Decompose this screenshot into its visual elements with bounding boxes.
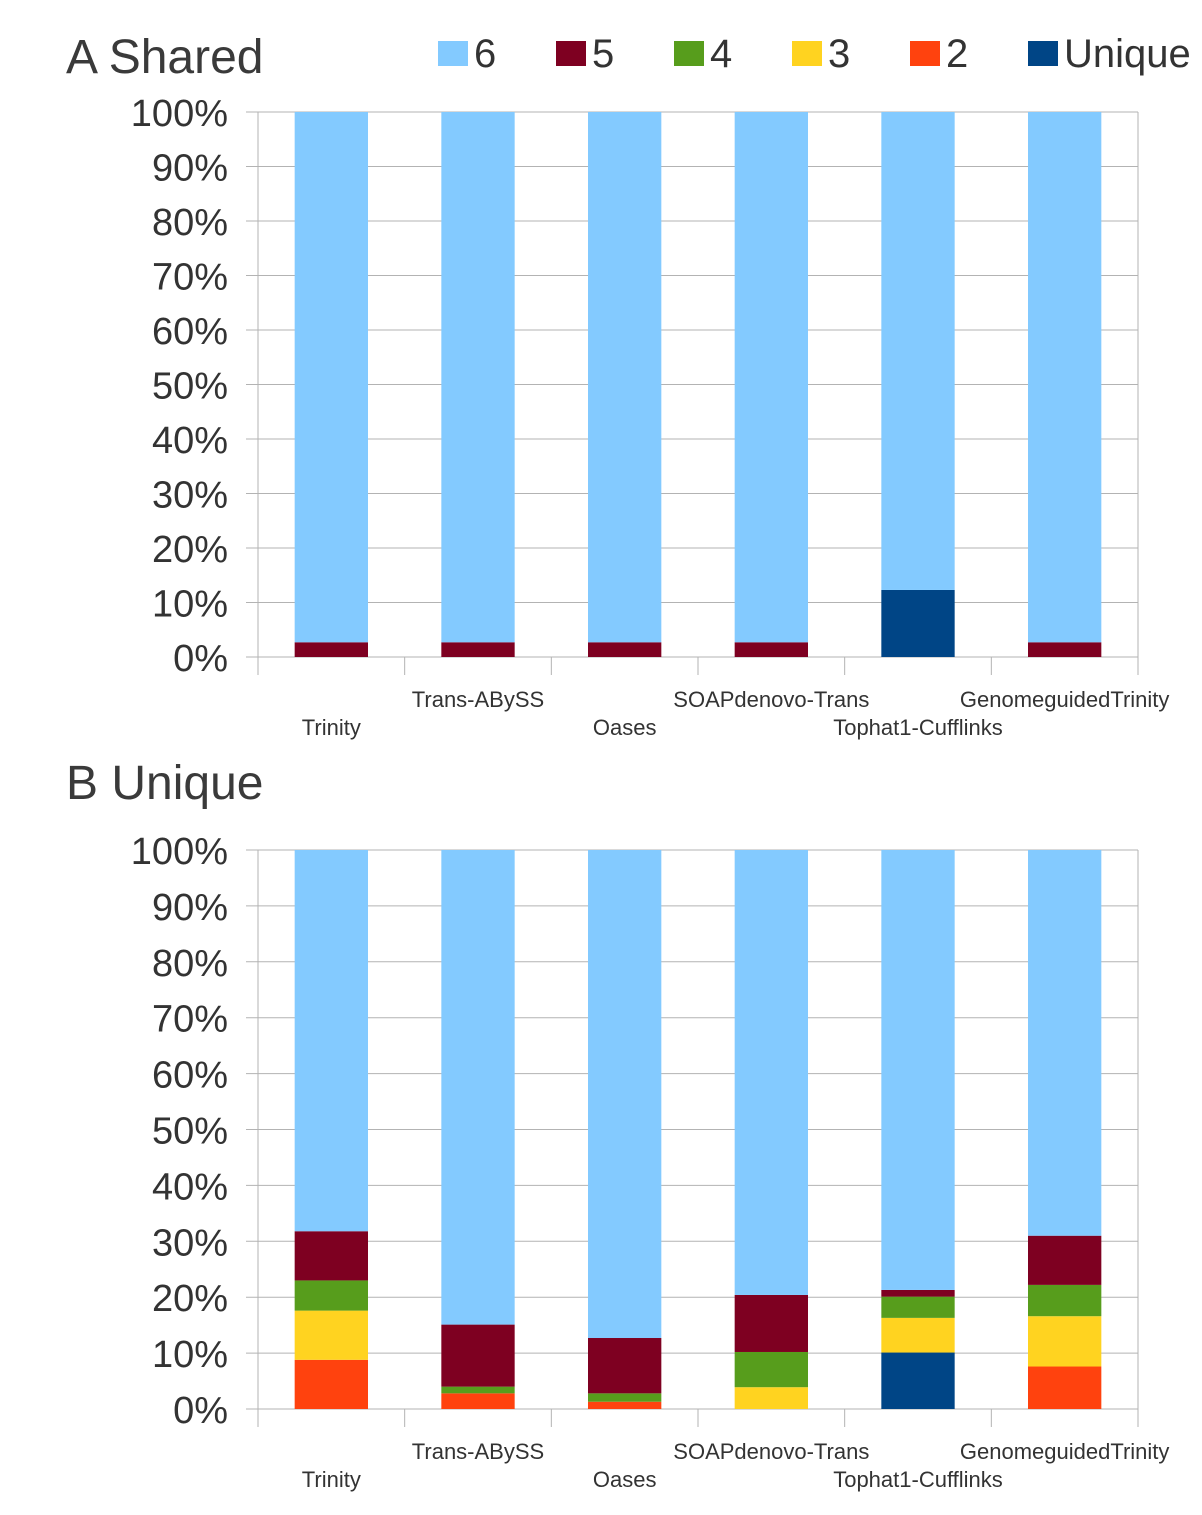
panel-a-bar-segment-5 bbox=[441, 642, 515, 657]
panel-b-bar-segment-5 bbox=[734, 1294, 808, 1352]
panel-a-bar-segment-6 bbox=[441, 112, 515, 643]
panel-a-y-tick-label: 0% bbox=[173, 638, 228, 680]
panel-a-bar-segment-6 bbox=[881, 112, 955, 590]
panel-a-category-label: Oases bbox=[593, 715, 657, 740]
panel-a-y-tick-label: 90% bbox=[152, 148, 228, 190]
panel-b-bar-segment-2 bbox=[1028, 1366, 1102, 1409]
panel-b-category-label: Oases bbox=[593, 1467, 657, 1492]
panel-a-bar-segment-unique bbox=[881, 589, 955, 657]
panel-b-y-tick-label: 10% bbox=[152, 1334, 228, 1376]
panel-b-bar-segment-5 bbox=[294, 1231, 368, 1281]
panel-b-bar-segment-6 bbox=[294, 850, 368, 1232]
panel-b-bar-segment-4 bbox=[881, 1296, 955, 1318]
panel-b-category-label: Tophat1-Cufflinks bbox=[833, 1467, 1003, 1492]
panel-b-category-label: GenomeguidedTrinity bbox=[960, 1439, 1170, 1464]
legend-label-4: 4 bbox=[710, 32, 732, 76]
panel-b-bar-segment-5 bbox=[441, 1324, 515, 1387]
panel-b-bar-segment-4 bbox=[294, 1280, 368, 1311]
panel-a-bar-segment-6 bbox=[294, 112, 368, 643]
legend-label-6: 6 bbox=[474, 32, 496, 76]
panel-b-bar-segment-6 bbox=[1028, 850, 1102, 1236]
legend-label-3: 3 bbox=[828, 32, 850, 76]
panel-b-y-tick-label: 40% bbox=[152, 1166, 228, 1208]
panel-b-chart: 0% 10% 20% 30% 40% 50% 60% 70% 80% 90% 100% Trinity… bbox=[131, 831, 1170, 1492]
legend-label-5: 5 bbox=[592, 32, 614, 76]
panel-b-bar-segment-6 bbox=[734, 850, 808, 1295]
panel-a-y-tick-label: 50% bbox=[152, 366, 228, 408]
panel-a-bar-segment-6 bbox=[588, 112, 662, 643]
panel-b-bar-segment-4 bbox=[1028, 1284, 1102, 1317]
panel-a-category-label: Tophat1-Cufflinks bbox=[833, 715, 1003, 740]
legend: 6 5 4 3 2 Unique bbox=[438, 32, 1191, 76]
panel-a-bar-segment-6 bbox=[1028, 112, 1102, 643]
panel-b-y-tick-label: 90% bbox=[152, 887, 228, 929]
panel-a-chart: 0% 10% 20% 30% 40% 50% 60% 70% 80% 90% 100% Trinity… bbox=[131, 93, 1170, 740]
panel-b-bar-segment-2 bbox=[588, 1401, 662, 1409]
panel-b-bar-segment-6 bbox=[588, 850, 662, 1339]
panel-a-y-tick-label: 10% bbox=[152, 584, 228, 626]
panel-b-bar-segment-3 bbox=[881, 1317, 955, 1353]
panel-a-bar-segment-5 bbox=[1028, 642, 1102, 657]
panel-a-bar-segment-5 bbox=[734, 642, 808, 657]
panel-a-bar-segment-6 bbox=[734, 112, 808, 643]
panel-b-title: B Unique bbox=[66, 757, 263, 810]
panel-b-category-label: Trinity bbox=[302, 1467, 361, 1492]
panel-b-bar-segment-3 bbox=[734, 1387, 808, 1409]
panel-b-bar-segment-6 bbox=[441, 850, 515, 1325]
panel-b-y-tick-label: 60% bbox=[152, 1055, 228, 1097]
panel-b-y-tick-label: 70% bbox=[152, 999, 228, 1041]
legend-swatch-4 bbox=[674, 41, 704, 66]
panel-a-y-tick-label: 70% bbox=[152, 257, 228, 299]
legend-swatch-2 bbox=[910, 41, 940, 66]
panel-b-y-tick-label: 0% bbox=[173, 1390, 228, 1432]
panel-b-bar-segment-6 bbox=[881, 850, 955, 1290]
panel-a-y-tick-label: 20% bbox=[152, 529, 228, 571]
panel-a-category-label: Trinity bbox=[302, 715, 361, 740]
panel-a-y-tick-label: 80% bbox=[152, 202, 228, 244]
panel-b-bar-segment-5 bbox=[1028, 1235, 1102, 1285]
panel-b-bar-segment-2 bbox=[294, 1359, 368, 1409]
panel-a-bar-segment-5 bbox=[588, 642, 662, 657]
legend-swatch-6 bbox=[438, 41, 468, 66]
panel-a-title: A Shared bbox=[66, 31, 263, 84]
panel-b-bar-segment-3 bbox=[294, 1310, 368, 1360]
panel-a-y-tick-label: 40% bbox=[152, 420, 228, 462]
panel-a-category-label: Trans-ABySS bbox=[412, 687, 544, 712]
panel-a-bar-segment-5 bbox=[294, 642, 368, 657]
panel-b-y-tick-label: 30% bbox=[152, 1222, 228, 1264]
panel-b-bar-segment-2 bbox=[441, 1393, 515, 1409]
legend-swatch-3 bbox=[792, 41, 822, 66]
panel-a-category-label: SOAPdenovo-Trans bbox=[673, 687, 869, 712]
panel-b-bar-segment-3 bbox=[1028, 1316, 1102, 1367]
panel-b-bar-segment-4 bbox=[441, 1386, 515, 1394]
panel-b-y-tick-label: 80% bbox=[152, 943, 228, 985]
panel-a-category-label: GenomeguidedTrinity bbox=[960, 687, 1170, 712]
legend-label-2: 2 bbox=[946, 32, 968, 76]
panel-b-bar-segment-5 bbox=[881, 1289, 955, 1297]
panel-b-category-label: Trans-ABySS bbox=[412, 1439, 544, 1464]
panel-b-bar-segment-4 bbox=[588, 1393, 662, 1402]
panel-b-bar-segment-5 bbox=[588, 1338, 662, 1394]
panel-a-y-tick-label: 60% bbox=[152, 311, 228, 353]
legend-swatch-5 bbox=[556, 41, 586, 66]
panel-b-bar-segment-unique bbox=[881, 1352, 955, 1409]
panel-b-y-tick-label: 20% bbox=[152, 1278, 228, 1320]
legend-label-unique: Unique bbox=[1064, 32, 1191, 76]
panel-a-y-tick-label: 100% bbox=[131, 93, 228, 135]
panel-a-y-tick-label: 30% bbox=[152, 475, 228, 517]
legend-swatch-unique bbox=[1028, 41, 1058, 66]
panel-b-category-label: SOAPdenovo-Trans bbox=[673, 1439, 869, 1464]
panel-b-y-tick-label: 100% bbox=[131, 831, 228, 873]
panel-b-y-tick-label: 50% bbox=[152, 1111, 228, 1153]
panel-b-bar-segment-4 bbox=[734, 1351, 808, 1388]
